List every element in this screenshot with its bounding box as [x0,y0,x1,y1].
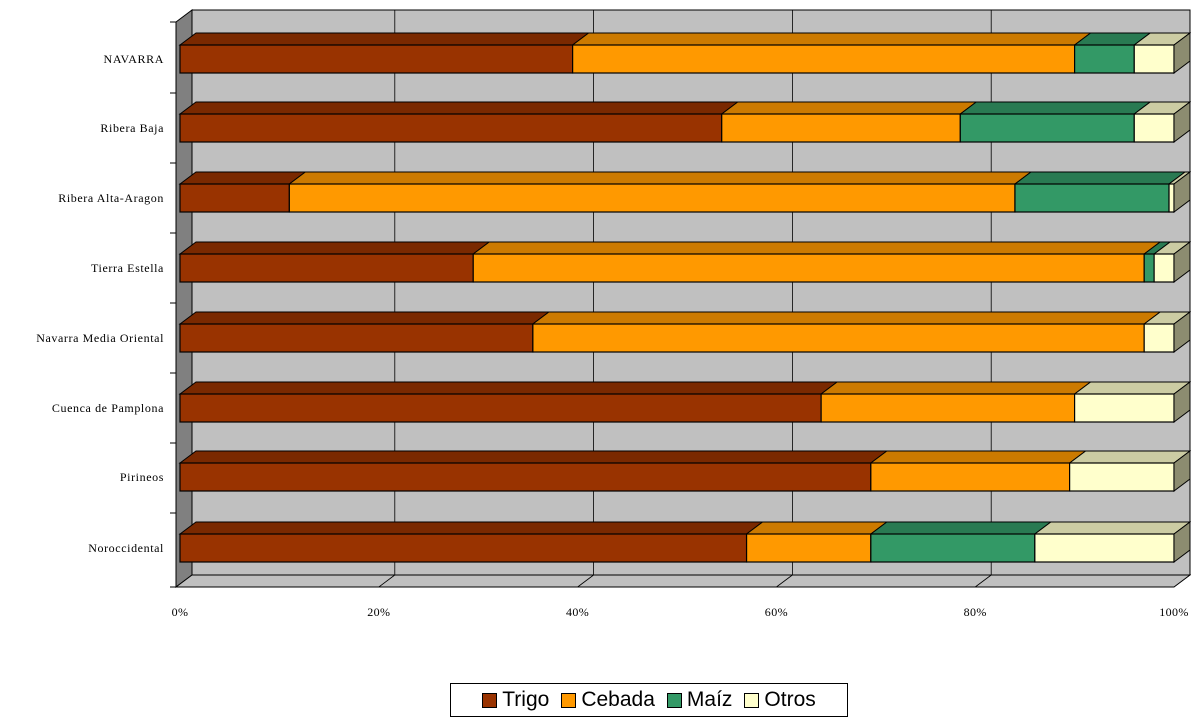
bar-trigo [179,113,723,143]
legend-label: Cebada [581,688,655,711]
category-label: Pirineos [120,470,164,484]
bar-otros [1153,253,1175,283]
legend-label: Maíz [686,688,733,711]
bar-maíz [1143,253,1155,283]
bar-end-face [1173,101,1191,143]
x-tick-label: 0% [172,605,189,619]
bar-maíz [1014,183,1170,213]
bar-trigo [179,183,290,213]
bar-top-cebada [287,171,1033,185]
bar-trigo [179,323,534,353]
bar-cebada [532,323,1145,353]
bar-cebada [288,183,1016,213]
bar-maíz [870,533,1036,563]
legend-item-cebada: Cebada [561,688,655,712]
bar-end-face [1173,381,1191,423]
bar-otros [1069,462,1175,492]
bar-trigo [179,253,474,283]
bar-top-cebada [571,32,1093,46]
category-labels: Noroccidental Pirineos Cuenca de Pamplona N… [36,52,164,555]
bar-trigo [179,533,748,563]
category-label: NAVARRA [104,52,164,66]
gridline-floor [577,574,594,588]
plot-side-wall [175,9,193,588]
legend-label: Trigo [502,688,550,711]
x-tick-label: 80% [964,605,987,619]
bar-top-cebada [531,311,1162,325]
category-label: Cuenca de Pamplona [52,401,164,415]
bar-end-face [1173,171,1191,213]
bar-otros [1073,393,1175,423]
bar-end-face [1173,521,1191,563]
legend: Trigo Cebada Maíz Otros [450,683,848,717]
bar-top-cebada [869,450,1088,464]
bar-cebada [472,253,1145,283]
bar-top-maíz [1013,171,1187,185]
stacked-bar-chart: Noroccidental Pirineos Cuenca de Pamplona N… [36,9,1191,619]
x-tick-label: 60% [765,605,788,619]
bar-cebada [572,44,1076,74]
bar-maíz [1073,44,1135,74]
category-label: Tierra Estella [91,261,164,275]
bar-trigo [179,462,872,492]
bar-cebada [820,393,1076,423]
bar-top-cebada [819,381,1093,395]
legend-item-otros: Otros [744,688,816,712]
plot-floor [174,574,1191,588]
bar-otros [1133,113,1175,143]
legend-swatch [482,692,498,708]
bar-otros [1034,533,1175,563]
bar-top-trigo [178,381,839,395]
gridline-floor [776,574,793,588]
bar-otros [1143,323,1175,353]
gridline-floor [378,574,396,588]
bar-end-face [1173,32,1191,74]
legend-label: Otros [764,688,816,711]
bar-otros [1133,44,1175,74]
plot-walls [170,9,1191,588]
bars [178,32,1191,563]
bar-end-face [1173,311,1191,353]
x-tick-labels: 0% 20% 40% 60% 80% 100% [172,605,1189,619]
legend-item-maíz: Maíz [666,688,733,712]
legend-swatch [744,692,760,708]
legend-item-trigo: Trigo [482,688,549,712]
bar-cebada [721,113,961,143]
bar-otros [1168,183,1175,213]
bar-top-cebada [745,521,889,535]
bar-top-trigo [178,171,307,185]
category-label: Navarra Media Oriental [36,331,164,345]
bar-top-trigo [178,101,740,115]
legend-swatch [561,692,577,708]
bar-maíz [959,113,1135,143]
bar-top-trigo [178,32,591,46]
gridline-floor [974,574,992,588]
bar-top-otros [1073,381,1191,395]
bar-top-trigo [178,450,889,464]
legend-swatch [666,692,682,708]
bar-top-otros [1033,521,1191,535]
bar-top-otros [1068,450,1191,464]
category-label: Ribera Baja [100,121,164,135]
bar-top-maíz [869,521,1053,535]
bar-cebada [870,462,1071,492]
bar-end-face [1173,450,1191,492]
bar-cebada [745,533,872,563]
bar-top-trigo [178,241,491,255]
x-tick-label: 100% [1159,605,1189,619]
x-tick-label: 20% [367,605,390,619]
bar-top-maíz [958,101,1152,115]
bar-trigo [179,44,574,74]
bar-top-trigo [178,311,551,325]
bar-top-cebada [471,241,1162,255]
bar-top-cebada [720,101,978,115]
category-label: Noroccidental [88,541,164,555]
bar-trigo [179,393,822,423]
bar-end-face [1173,241,1191,283]
x-tick-label: 40% [566,605,589,619]
category-label: Ribera Alta-Aragon [58,191,164,205]
bar-top-trigo [178,521,765,535]
